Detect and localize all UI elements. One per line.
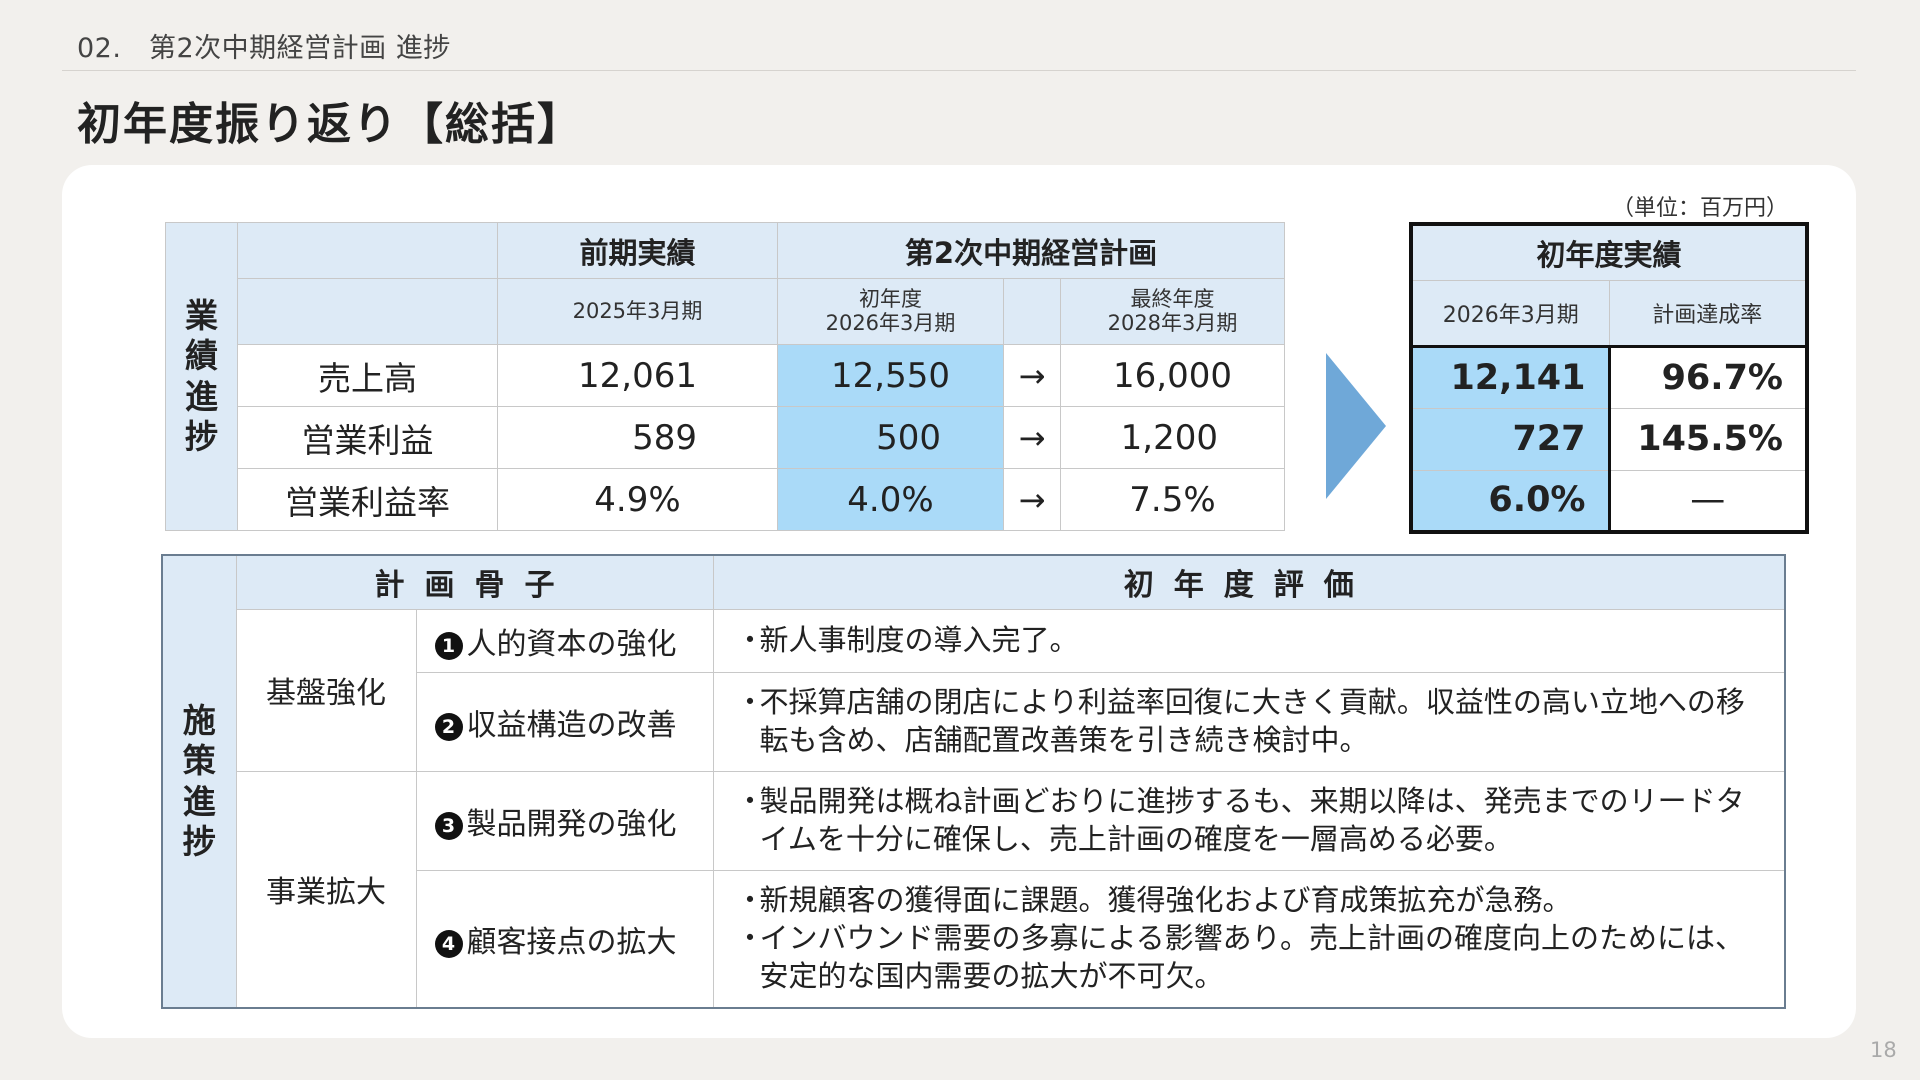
arrow-icon: → (1003, 344, 1061, 407)
page-number: 18 (1870, 1038, 1897, 1062)
table-row: 売上高 12,061 12,550 → 16,000 (166, 344, 1285, 407)
evaluation-cell: ・製品開発は概ね計画どおりに進捗するも、来期以降は、発売までのリードタイムを十分… (712, 770, 1786, 871)
sub-prev-period: 2025年3月期 (497, 278, 778, 345)
section-label: 02. 第2次中期経営計画 進捗 (77, 33, 451, 64)
table-row: 事業拡大 3 製品開発の強化 ・製品開発は概ね計画どおりに進捗するも、来期以降は、… (162, 770, 1786, 1009)
actual-value: 6.0% (1410, 469, 1611, 533)
list-item: ・不採算店舗の閉店により利益率回復に大きく貢献。収益性の高い立地への移転も含め、… (735, 684, 1745, 757)
list-item: ・製品開発は概ね計画どおりに進捗するも、来期以降は、発売までのリードタイムを十分… (735, 783, 1745, 856)
evaluation-cell: ・不採算店舗の閉店により利益率回復に大きく貢献。収益性の高い立地への移転も含め、… (712, 671, 1786, 772)
table-row: 2 収益構造の改善 ・不採算店舗の閉店により利益率回復に大きく貢献。収益性の高い立… (162, 671, 1786, 772)
blank-header (237, 222, 498, 279)
number-badge-icon: 4 (434, 929, 463, 958)
table-row: 基盤強化 1 人的資本の強化 ・新人事制度の導入完了。 (162, 608, 1786, 772)
number-badge-icon: 1 (434, 631, 463, 660)
sub-plan-final: 最終年度 2028年3月期 (1060, 278, 1285, 345)
plan-item: 2 収益構造の改善 (415, 671, 714, 772)
plan-first-value: 12,550 (777, 344, 1004, 407)
plan-final-value: 7.5% (1060, 468, 1285, 531)
result-sub-period: 2026年3月期 (1410, 279, 1610, 347)
row-label: 営業利益 (237, 406, 498, 469)
arrow-icon: → (1003, 406, 1061, 469)
plan-item: 4 顧客接点の拡大 (415, 869, 714, 1009)
unit-note: （単位：百万円） (1612, 196, 1789, 221)
measures-side-label: 施 策 進 捗 (161, 554, 237, 1009)
measures-table: 施 策 進 捗 計画骨子 初年度評価 基盤強化 1 人的資本の強化 ・新人事制度の… (161, 554, 1786, 1009)
number-badge-icon: 3 (434, 811, 463, 840)
rate-value: 145.5% (1608, 407, 1808, 471)
category-label: 事業拡大 (235, 770, 417, 1009)
row-label: 営業利益率 (237, 468, 498, 531)
blank-subheader (237, 278, 498, 345)
col-evaluation-header: 初年度評価 (712, 554, 1786, 610)
table-row: 4 顧客接点の拡大 ・新規顧客の獲得面に課題。獲得強化および育成策拡充が急務。 ・… (162, 869, 1786, 1009)
evaluation-cell: ・新規顧客の獲得面に課題。獲得強化および育成策拡充が急務。 ・インバウンド需要の… (712, 869, 1786, 1009)
col-plan-header: 第2次中期経営計画 (777, 222, 1285, 279)
result-sub-rate: 計画達成率 (1608, 279, 1808, 347)
plan-final-value: 16,000 (1060, 344, 1285, 407)
table-row: 6.0% — (1410, 469, 1808, 533)
result-title: 初年度実績 (1410, 223, 1808, 281)
arrow-icon: → (1003, 468, 1061, 531)
header-divider (62, 70, 1856, 71)
actual-value: 12,141 (1410, 344, 1611, 409)
plan-item: 1 人的資本の強化 (415, 608, 714, 673)
sub-plan-first: 初年度 2026年3月期 (777, 278, 1004, 345)
plan-item: 3 製品開発の強化 (415, 770, 714, 871)
rate-value: — (1608, 469, 1808, 533)
rate-value: 96.7% (1608, 344, 1808, 409)
table-row: 営業利益率 4.9% 4.0% → 7.5% (166, 468, 1285, 531)
table-row: 営業利益 589 500 → 1,200 (166, 406, 1285, 469)
prev-value: 12,061 (497, 344, 778, 407)
prev-value: 4.9% (497, 468, 778, 531)
list-item: ・新人事制度の導入完了。 (735, 622, 1079, 657)
table-row: 727 145.5% (1410, 407, 1808, 471)
plan-first-value: 500 (777, 406, 1004, 469)
result-table: 初年度実績 2026年3月期 計画達成率 12,141 96.7% 727 14… (1409, 222, 1809, 534)
actual-value: 727 (1410, 407, 1611, 471)
row-label: 売上高 (237, 344, 498, 407)
performance-side-label: 業 績 進 捗 (165, 222, 238, 531)
list-item: ・新規顧客の獲得面に課題。獲得強化および育成策拡充が急務。 (735, 883, 1572, 918)
list-item: ・インバウンド需要の多寡による影響あり。売上計画の確度向上のためには、安定的な国… (735, 920, 1745, 993)
page-title: 初年度振り返り【総括】 (77, 99, 583, 150)
table-row: 12,141 96.7% (1410, 344, 1808, 409)
col-plan-outline-header: 計画骨子 (235, 554, 714, 610)
category-label: 基盤強化 (235, 608, 417, 772)
evaluation-cell: ・新人事制度の導入完了。 (712, 608, 1786, 673)
plan-final-value: 1,200 (1060, 406, 1285, 469)
number-badge-icon: 2 (434, 712, 463, 741)
col-prev-header: 前期実績 (497, 222, 778, 279)
blank-arrow-header (1003, 278, 1061, 345)
performance-table: 業 績 進 捗 前期実績 第2次中期経営計画 2025年3月期 初年度 2026… (165, 222, 1285, 531)
plan-first-value: 4.0% (777, 468, 1004, 531)
prev-value: 589 (497, 406, 778, 469)
